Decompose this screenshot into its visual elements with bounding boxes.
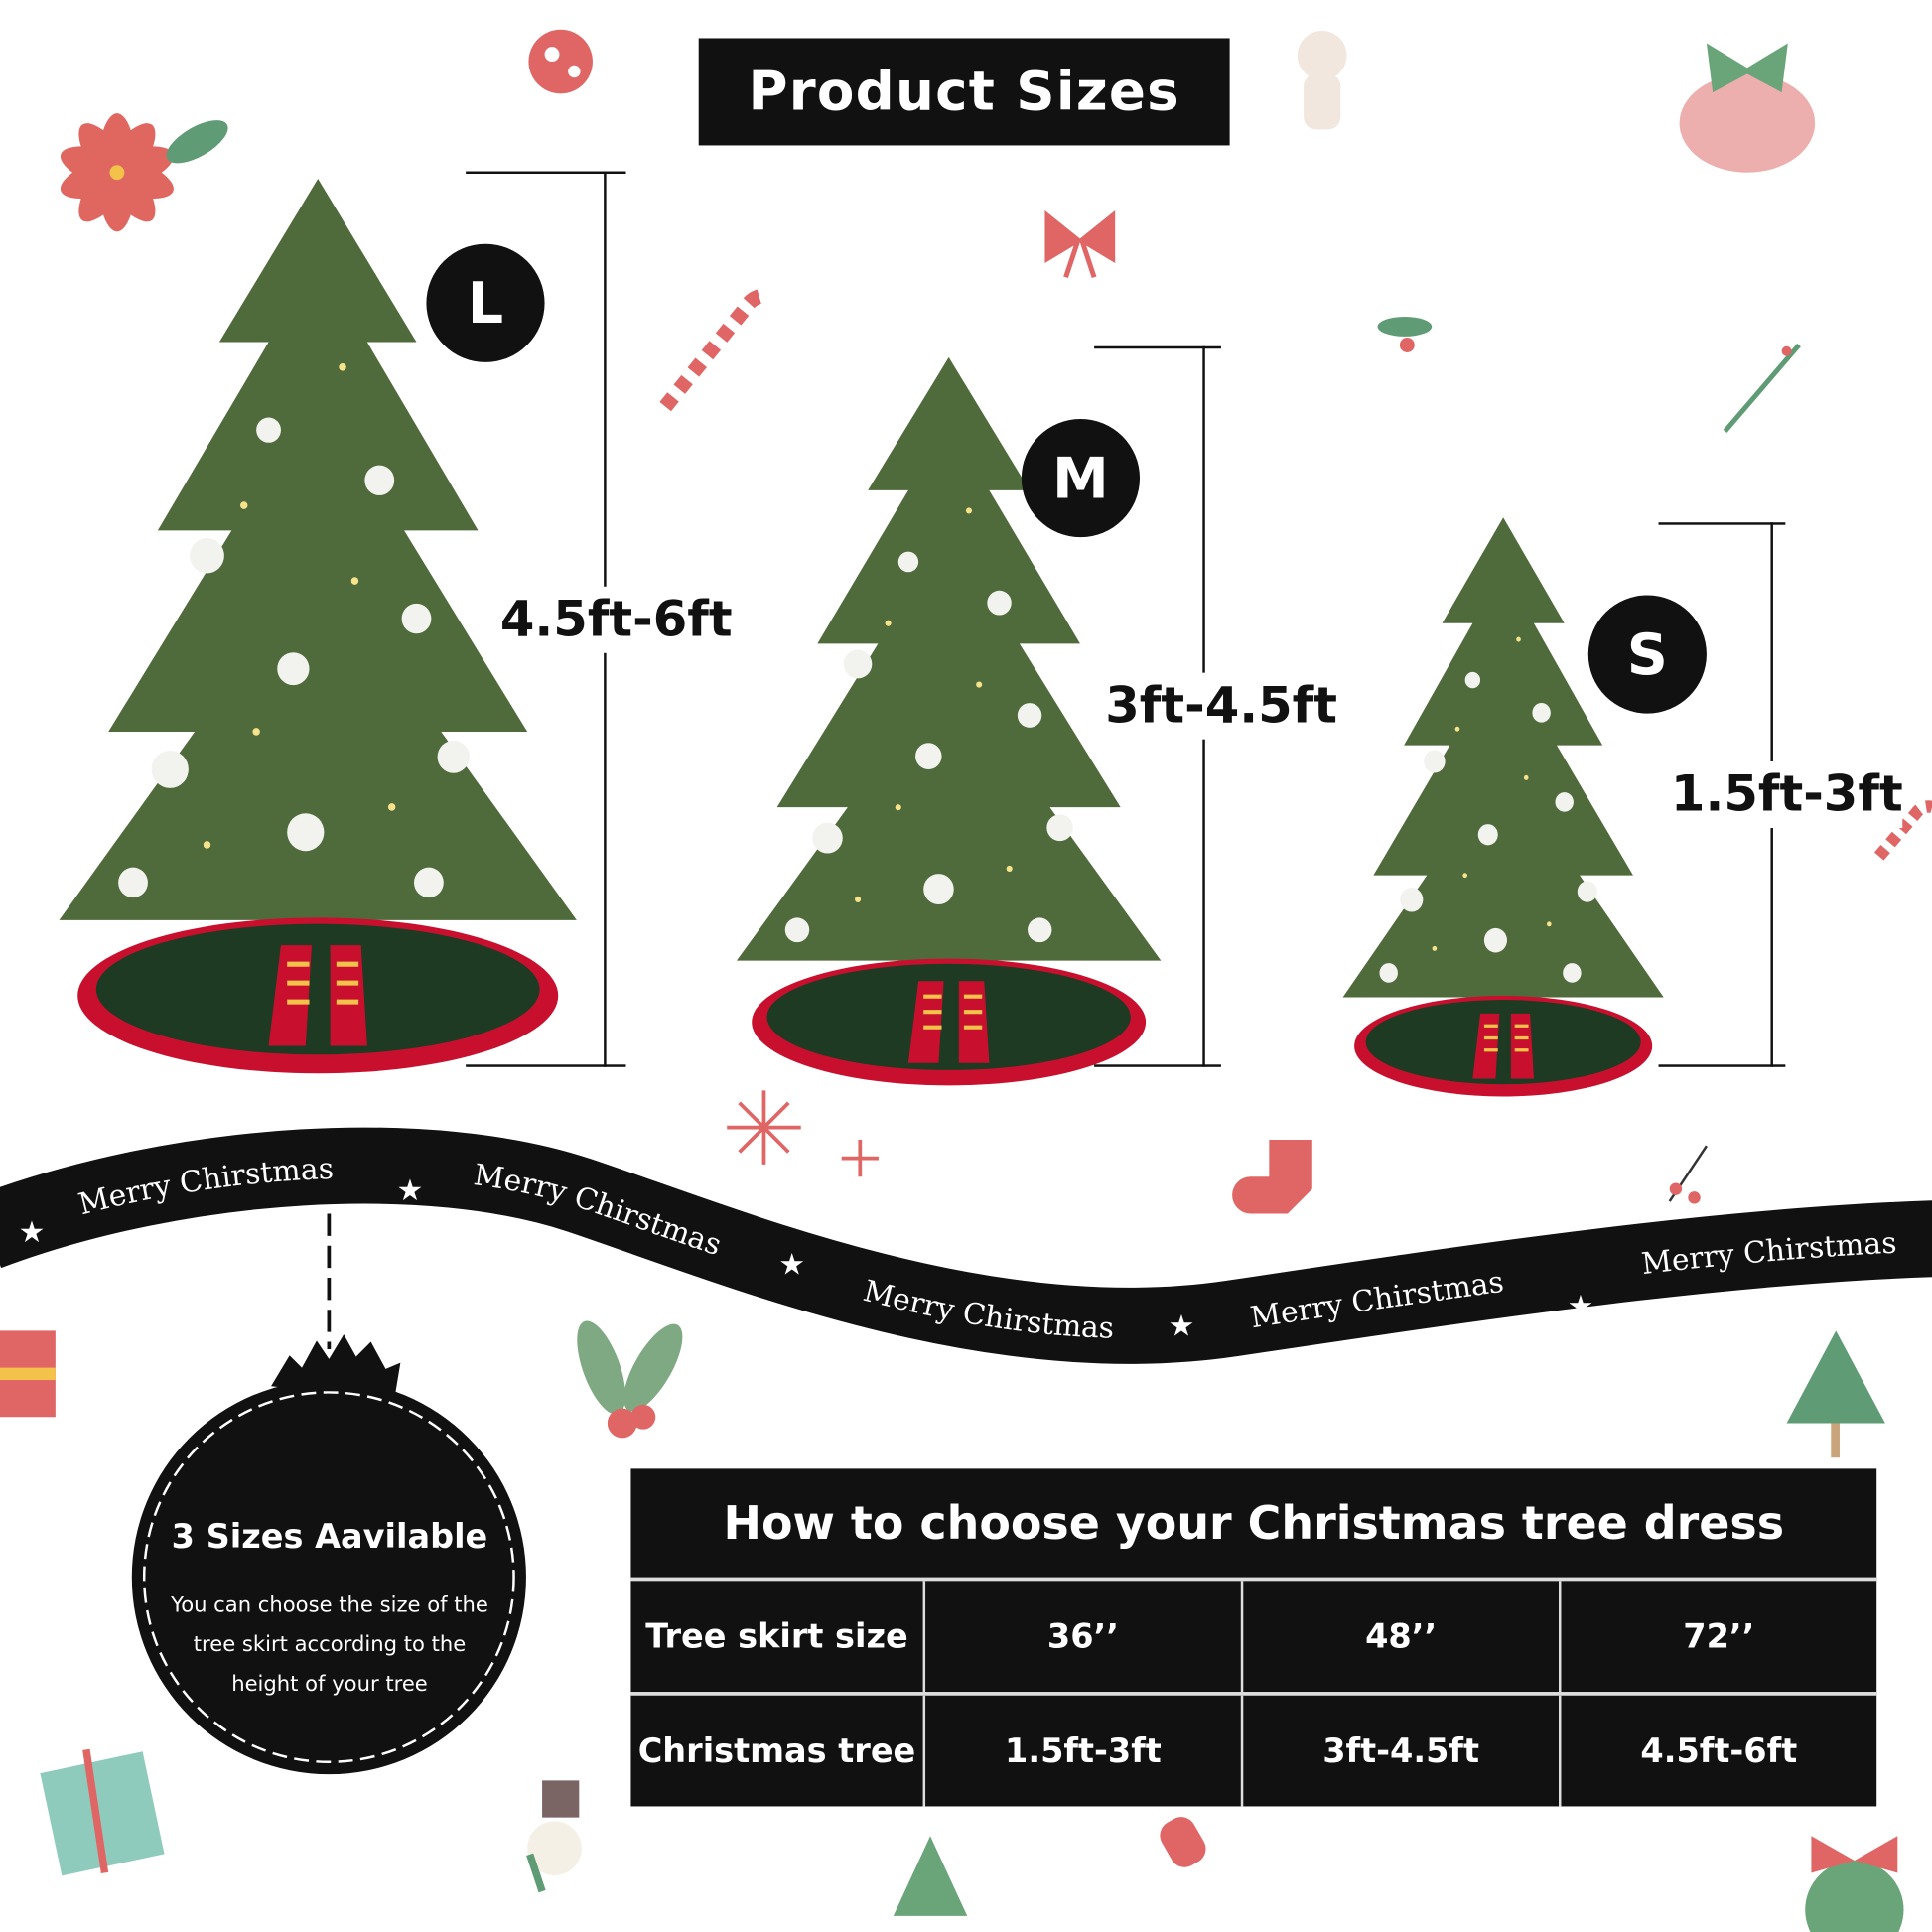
tree-icon: [893, 1836, 968, 1916]
table-row: Tree skirt size 36’’ 48’’ 72’’: [630, 1581, 1877, 1696]
table-cell: 1.5ft-3ft: [922, 1695, 1241, 1807]
row-label: Tree skirt size: [645, 1616, 908, 1656]
trees: [0, 0, 1666, 1099]
table-cell: 4.5ft-6ft: [1558, 1695, 1876, 1807]
ornament-content: 3 Sizes Aavilable You can choose the siz…: [136, 1478, 524, 1704]
ornament-bow-icon: [1805, 1836, 1904, 1932]
row-label: Christmas tree: [637, 1731, 916, 1770]
table-cell: 72’’: [1558, 1581, 1876, 1693]
stocking-icon: [1232, 1140, 1312, 1214]
candy-cane-icon: [1873, 800, 1932, 861]
ornament-line: height of your tree: [231, 1672, 428, 1697]
size-badge-l: L: [426, 243, 545, 362]
holly-icon: [577, 1320, 683, 1439]
size-range-m: 3ft-4.5ft: [1105, 672, 1338, 740]
dimension-line-top-l: [466, 171, 626, 174]
merry-christmas-ribbon: Merry Chirstmas Merry Chirstmas Merry Ch…: [0, 1127, 1932, 1364]
table-cell: 48’’: [1240, 1581, 1559, 1693]
size-badge-m: M: [1021, 418, 1141, 538]
ornament-badge: [131, 1213, 526, 1775]
ornament-heading: 3 Sizes Aavilable: [171, 1518, 488, 1557]
bow-icon: [1044, 210, 1116, 279]
berries-icon: [1668, 1145, 1708, 1204]
small-tree-icon: [1786, 1330, 1885, 1458]
dimension-line-bottom-s: [1658, 1064, 1786, 1067]
poinsettia-icon: [60, 113, 228, 232]
size-range-s: 1.5ft-3ft: [1670, 760, 1903, 829]
ornament-line: You can choose the size of the: [171, 1592, 488, 1618]
snowflake-icon: [727, 1090, 879, 1177]
page-title: Product Sizes: [698, 38, 1230, 146]
star-icons: ★ ★ ★ ★ ★: [19, 1173, 1594, 1344]
holly-icon: [1377, 316, 1433, 352]
candy-cane-icon: [659, 288, 765, 412]
star-icon: ★: [1568, 1289, 1594, 1323]
ornament-line: tree skirt according to the: [193, 1632, 467, 1658]
snowman-icon: [526, 1780, 582, 1893]
size-range-l: 4.5ft-6ft: [499, 586, 733, 653]
table-title: How to choose your Christmas tree dress: [630, 1468, 1877, 1582]
branch-icon: [1723, 343, 1801, 434]
size-badge-s: S: [1587, 595, 1707, 714]
size-guide-table: How to choose your Christmas tree dress …: [630, 1468, 1877, 1807]
dimension-line-bottom-l: [466, 1064, 626, 1067]
dimension-line-top-m: [1094, 345, 1221, 349]
gingerbread-icon: [1297, 31, 1347, 130]
star-icon: ★: [19, 1215, 46, 1250]
table-cell: 36’’: [922, 1581, 1241, 1693]
mitten-icon: [1160, 1817, 1206, 1867]
table-row: Christmas tree 1.5ft-3ft 3ft-4.5ft 4.5ft…: [630, 1695, 1876, 1807]
star-icon: ★: [1169, 1309, 1195, 1343]
gift-icon: [0, 1330, 56, 1418]
dimension-line-top-s: [1658, 522, 1786, 525]
table-cell: 3ft-4.5ft: [1240, 1695, 1559, 1807]
bauble-icon: [528, 29, 593, 94]
gift-icon: [40, 1748, 165, 1876]
star-icon: ★: [778, 1247, 805, 1282]
star-icon: ★: [397, 1173, 424, 1208]
dimension-line-bottom-m: [1094, 1064, 1221, 1067]
